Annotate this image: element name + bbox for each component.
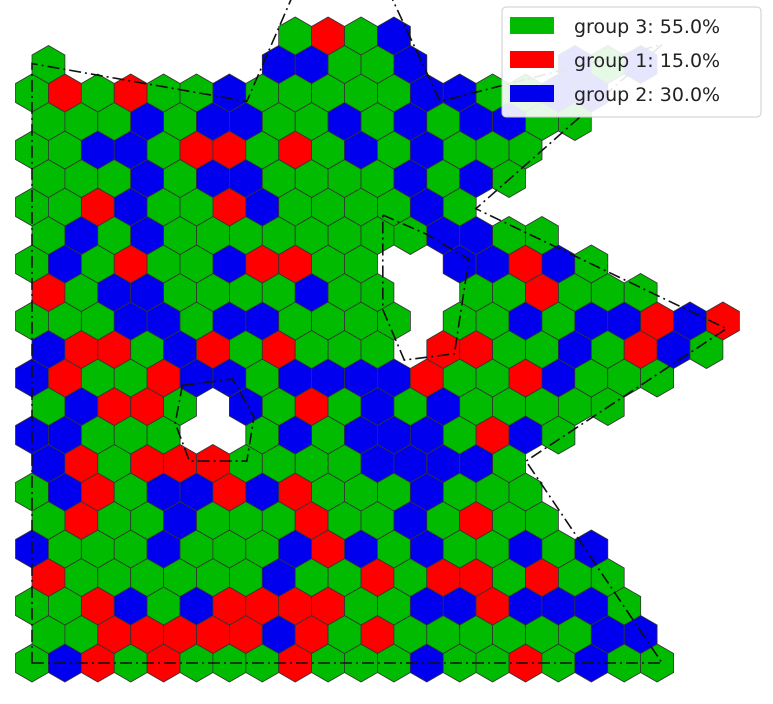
hole-outline-2 [174,378,255,462]
legend-frame [501,6,762,118]
legend-label-group-1: group 1: 15.0% [574,50,720,72]
legend-label-group-2: group 2: 30.0% [574,84,720,106]
hole-outline-1 [381,213,470,361]
hex-cell [706,301,740,341]
legend-label-group-3: group 3: 55.0% [574,16,720,38]
hexagon-tiles [15,16,740,683]
hex-cell [31,45,66,84]
legend-swatch-group-1 [510,51,554,68]
legend: group 3: 55.0% group 1: 15.0% group 2: 3… [501,6,762,118]
legend-swatch-group-2 [510,85,554,102]
hex-cell [574,529,609,569]
hex-cell [376,16,411,56]
legend-swatch-group-3 [510,17,554,34]
